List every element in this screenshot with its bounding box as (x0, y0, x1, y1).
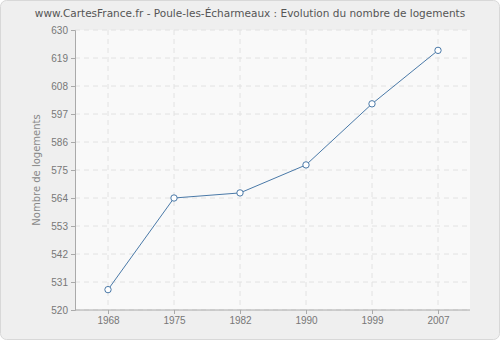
grid-line (75, 86, 470, 87)
plot-area (75, 30, 470, 310)
tick: 575 (51, 165, 75, 176)
tick: 520 (51, 305, 75, 316)
tick-label: 542 (51, 249, 68, 260)
tick-mark (71, 170, 75, 171)
tick: 542 (51, 249, 75, 260)
y-axis: 520 531 542 553 564 575 586 597 608 619 630 (51, 25, 75, 316)
tick-mark (71, 226, 75, 227)
tick-mark (71, 310, 75, 311)
tick-label: 564 (51, 193, 68, 204)
grid-line (240, 30, 241, 310)
axis-line (71, 31, 76, 311)
point (369, 101, 375, 107)
tick-label: 586 (51, 137, 68, 148)
series (105, 47, 441, 293)
tick-mark (71, 30, 75, 31)
grid-line (372, 30, 373, 310)
tick-label: 553 (51, 221, 68, 232)
grid-line (75, 30, 470, 31)
point (435, 47, 441, 53)
grid-line (75, 114, 470, 115)
tick: 586 (51, 137, 75, 148)
point (171, 195, 177, 201)
tick: 1999 (361, 310, 384, 326)
tick-mark (438, 310, 439, 314)
point (105, 286, 111, 292)
tick: 597 (51, 109, 75, 120)
tick-mark (372, 310, 373, 314)
point (303, 162, 309, 168)
tick-label: 619 (51, 53, 68, 64)
axis-line (75, 310, 470, 311)
tick: 1968 (97, 310, 120, 326)
tick-label: 1990 (295, 315, 318, 326)
tick-mark (71, 58, 75, 59)
tick: 1975 (163, 310, 186, 326)
tick: 619 (51, 53, 75, 64)
grid-line (438, 30, 439, 310)
grid (75, 30, 470, 310)
tick: 1990 (295, 310, 318, 326)
tick-mark (71, 254, 75, 255)
tick-mark (71, 114, 75, 115)
x-axis: 1968 1975 1982 1990 1999 2007 (75, 310, 470, 326)
grid-line (75, 58, 470, 59)
tick-mark (71, 198, 75, 199)
tick-label: 520 (51, 305, 68, 316)
tick-mark (174, 310, 175, 314)
chart: 520 531 542 553 564 575 586 597 608 619 630 1968 197… (0, 0, 500, 340)
tick: 553 (51, 221, 75, 232)
grid-line (75, 282, 470, 283)
tick: 1982 (229, 310, 252, 326)
tick-label: 630 (51, 25, 68, 36)
grid-line (306, 30, 307, 310)
point (237, 190, 243, 196)
tick-mark (71, 142, 75, 143)
grid-line (75, 142, 470, 143)
tick-label: 575 (51, 165, 68, 176)
tick-mark (71, 86, 75, 87)
tick-label: 1999 (361, 315, 384, 326)
tick: 608 (51, 81, 75, 92)
grid-line (75, 310, 470, 311)
tick-label: 531 (51, 277, 68, 288)
tick-label: 608 (51, 81, 68, 92)
tick-mark (108, 310, 109, 314)
y-axis-title: Nombre de logements (31, 114, 42, 225)
tick-label: 1982 (229, 315, 252, 326)
title: www.CartesFrance.fr - Poule-les-Écharmea… (35, 7, 465, 19)
tick-mark (306, 310, 307, 314)
grid-line (75, 198, 470, 199)
tick: 630 (51, 25, 75, 36)
tick-label: 597 (51, 109, 68, 120)
grid-line (75, 226, 470, 227)
tick-label: 1975 (163, 315, 186, 326)
line (108, 50, 438, 289)
tick: 531 (51, 277, 75, 288)
tick: 564 (51, 193, 75, 204)
tick-mark (71, 282, 75, 283)
tick-label: 2007 (427, 315, 450, 326)
grid-line (108, 30, 109, 310)
tick-mark (240, 310, 241, 314)
background (1, 1, 500, 340)
grid-line (75, 170, 470, 171)
tick: 2007 (427, 310, 450, 326)
grid-line (174, 30, 175, 310)
tick-label: 1968 (97, 315, 120, 326)
